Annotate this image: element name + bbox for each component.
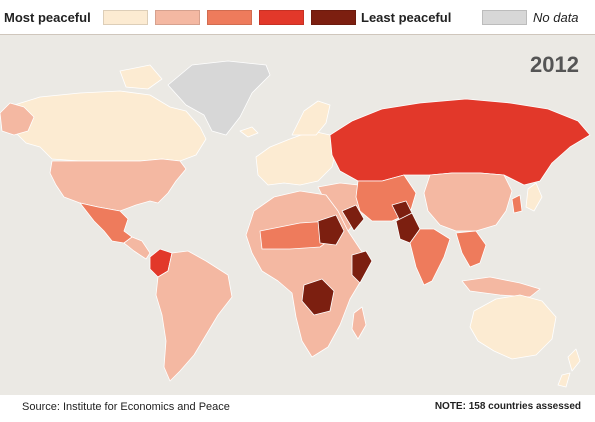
legend-swatch-3	[207, 10, 252, 25]
legend-swatch-4	[259, 10, 304, 25]
region-greenland	[167, 60, 271, 136]
source-text: Source: Institute for Economics and Peac…	[22, 401, 230, 413]
note-text: NOTE: 158 countries assessed	[434, 401, 581, 412]
legend-swatch-5	[311, 10, 356, 25]
region-china	[423, 172, 513, 232]
region-new-zealand	[557, 348, 581, 388]
legend-swatch-1	[103, 10, 148, 25]
region-scandinavia	[291, 100, 331, 136]
region-southeast-asia	[455, 230, 487, 268]
region-japan	[525, 182, 543, 212]
region-south-america	[155, 250, 233, 382]
region-canada	[7, 90, 207, 162]
region-australia	[469, 294, 557, 360]
region-dr-congo	[301, 278, 335, 316]
region-indonesia	[461, 276, 541, 298]
region-arctic-islands	[119, 64, 163, 90]
map-legend: Most peaceful Least peaceful No data	[0, 0, 595, 35]
region-india	[409, 228, 451, 286]
region-sudan	[317, 214, 345, 246]
legend-least-peaceful-label: Least peaceful	[361, 10, 452, 25]
world-map	[0, 60, 591, 388]
legend-no-data-label: No data	[533, 10, 579, 25]
region-russia	[329, 98, 591, 186]
region-iraq	[341, 204, 365, 232]
region-somalia	[351, 250, 373, 284]
region-madagascar	[351, 306, 367, 340]
legend-swatch-nodata	[482, 10, 527, 25]
region-alaska	[0, 102, 35, 136]
legend-most-peaceful-label: Most peaceful	[4, 10, 91, 25]
region-usa	[49, 158, 187, 212]
region-central-america	[123, 236, 151, 260]
region-europe	[255, 130, 337, 186]
legend-swatch-2	[155, 10, 200, 25]
map-year-label: 2012	[530, 52, 579, 77]
region-iceland	[239, 126, 259, 138]
region-korea	[511, 194, 523, 214]
